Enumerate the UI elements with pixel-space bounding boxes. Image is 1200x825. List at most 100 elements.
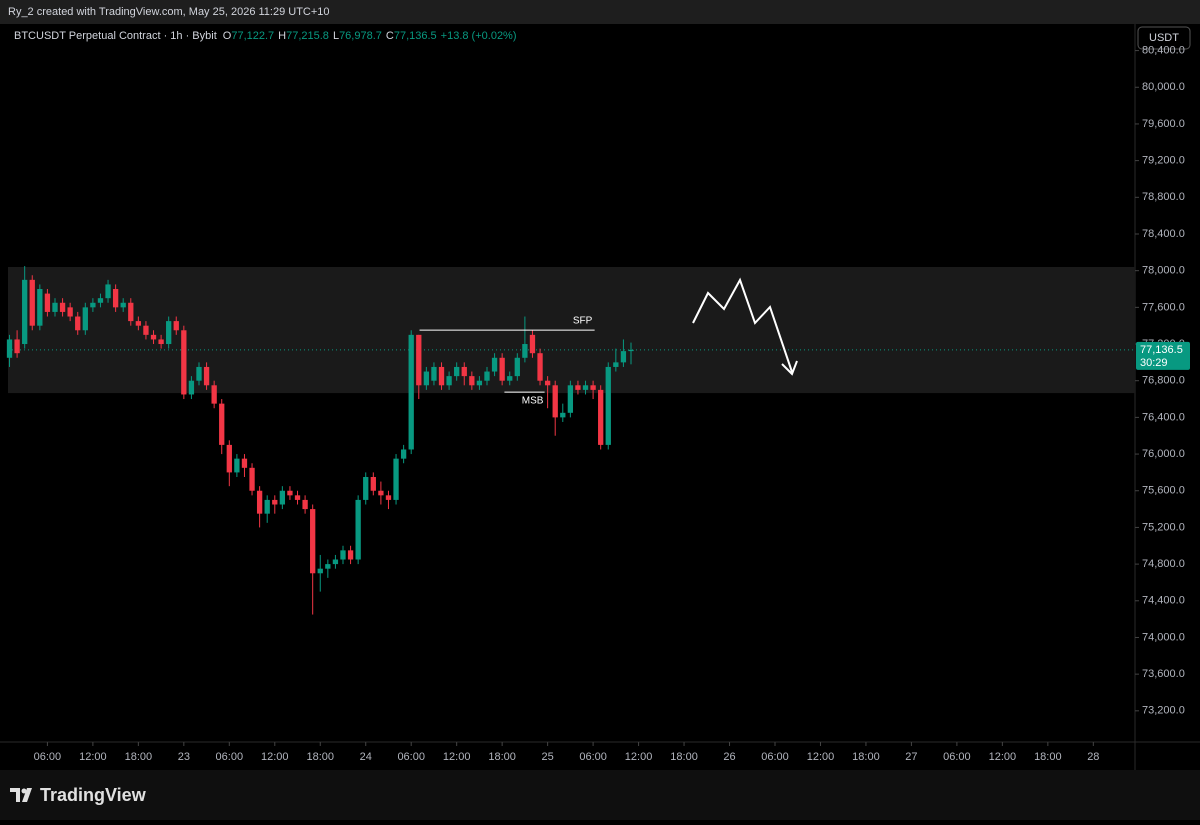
candle-body (544, 380, 551, 386)
x-tick-label: 12:00 (807, 751, 835, 763)
candle-body (135, 321, 142, 326)
x-tick-label: 06:00 (397, 751, 425, 763)
x-tick-label: 12:00 (989, 751, 1017, 763)
candle-body (211, 385, 217, 404)
y-tick-label: 74,400.0 (1142, 595, 1185, 607)
x-tick-label: 12:00 (625, 751, 653, 763)
candle-body (408, 334, 414, 450)
candle-body (310, 509, 316, 574)
y-tick-label: 73,200.0 (1142, 705, 1185, 717)
candle-body (590, 385, 596, 390)
candle-body (59, 302, 66, 312)
candle-body (499, 357, 505, 381)
x-tick-label: 24 (360, 751, 372, 763)
candle-body (52, 302, 58, 312)
candle-body (90, 302, 96, 308)
candle-body (272, 499, 278, 505)
x-tick-label: 18:00 (1034, 751, 1062, 763)
ohlc-value: 77,215.8 (286, 30, 329, 42)
candle-body (294, 495, 301, 500)
x-tick-label: 23 (178, 751, 190, 763)
candle-body (166, 321, 172, 345)
y-tick-label: 74,000.0 (1142, 631, 1185, 643)
currency-label[interactable]: USDT (1149, 32, 1179, 44)
x-tick-label: 06:00 (216, 751, 244, 763)
candle-body (340, 550, 346, 560)
x-tick-label: 25 (542, 751, 554, 763)
y-tick-label: 76,800.0 (1142, 375, 1185, 387)
candle-body (302, 499, 308, 510)
x-tick-label: 26 (723, 751, 735, 763)
x-tick-label: 18:00 (488, 751, 516, 763)
candle-body (256, 490, 263, 514)
x-tick-label: 06:00 (761, 751, 789, 763)
candle-body (181, 330, 187, 395)
candle-body (226, 444, 232, 473)
candle-body (582, 385, 589, 390)
candle-body (143, 325, 149, 335)
projection-arrow (692, 277, 793, 373)
candle-body (613, 362, 619, 367)
candle-body (484, 371, 490, 381)
ohlc-key: L (333, 30, 339, 42)
candle-body (173, 321, 179, 331)
x-tick-label: 06:00 (579, 751, 607, 763)
candle-body (385, 495, 392, 500)
candle-body (476, 380, 483, 386)
bottom-bar (0, 770, 1200, 820)
x-tick-label: 18:00 (306, 751, 334, 763)
candle-body (400, 449, 407, 459)
countdown: 30:29 (1140, 357, 1168, 369)
candle-body (97, 298, 104, 303)
candle-body (522, 344, 528, 358)
candle-body (416, 334, 422, 386)
y-tick-label: 78,400.0 (1142, 228, 1185, 240)
candle-body (120, 302, 126, 308)
change: +13.8 (+0.02%) (441, 30, 517, 42)
candle-body (44, 293, 51, 312)
candle-body (6, 339, 13, 358)
y-tick-label: 75,600.0 (1142, 485, 1185, 497)
last-price-tag (1136, 341, 1190, 370)
plot: SFP MSB (6, 266, 1135, 615)
candle-body (370, 476, 376, 491)
candle-body (203, 366, 210, 386)
candle-body (14, 339, 20, 354)
annotation-label: MSB (522, 396, 544, 407)
currency-button[interactable] (1137, 26, 1191, 50)
y-tick-label: 76,000.0 (1142, 448, 1185, 460)
candle-body (423, 371, 430, 386)
ohlc-value: 77,122.7 (231, 30, 274, 42)
candle-body (75, 316, 81, 331)
x-tick-label: 18:00 (852, 751, 880, 763)
candle-body (188, 380, 195, 395)
x-tick-label: 06:00 (943, 751, 971, 763)
y-tick-label: 77,600.0 (1142, 301, 1185, 313)
candle-body (219, 403, 225, 445)
candle-body (128, 302, 134, 322)
y-tick-label: 78,800.0 (1142, 191, 1185, 203)
y-tick-label: 78,000.0 (1142, 265, 1185, 277)
x-tick-label: 28 (1087, 751, 1099, 763)
y-tick-label: 80,400.0 (1142, 44, 1185, 56)
candle-body (29, 279, 35, 326)
y-tick-label: 76,400.0 (1142, 411, 1185, 423)
x-tick-label: 12:00 (443, 751, 471, 763)
x-tick-label: 18:00 (125, 751, 153, 763)
candle-body (620, 351, 627, 363)
top-bar (0, 0, 1200, 24)
x-tick-label: 12:00 (79, 751, 107, 763)
candle-body (22, 279, 28, 345)
y-tick-label: 74,800.0 (1142, 558, 1185, 570)
candle-body (393, 458, 399, 500)
y-tick-label: 80,000.0 (1142, 81, 1185, 93)
ohlc-key: O (223, 30, 232, 42)
annotation-label: SFP (573, 316, 593, 327)
logo-dot (21, 788, 27, 794)
y-tick-label: 73,600.0 (1142, 668, 1185, 680)
arrow-head (781, 360, 798, 376)
candle-body (241, 458, 248, 468)
candle-body (196, 366, 202, 381)
ohlc-value: 77,136.5 (394, 30, 437, 42)
